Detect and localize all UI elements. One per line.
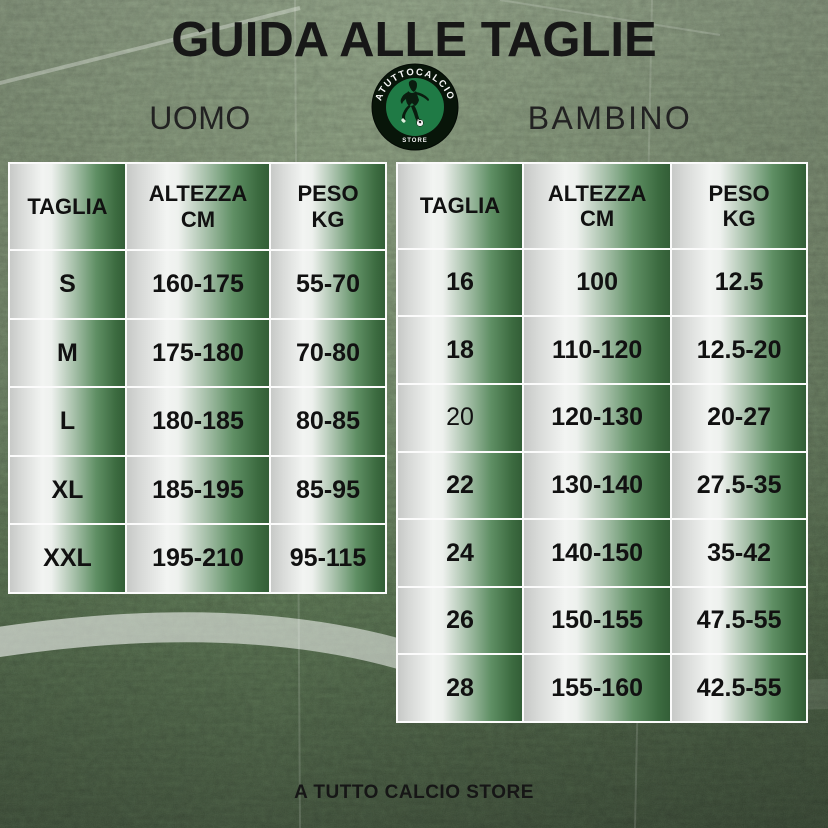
svg-text:STORE: STORE	[402, 138, 428, 144]
